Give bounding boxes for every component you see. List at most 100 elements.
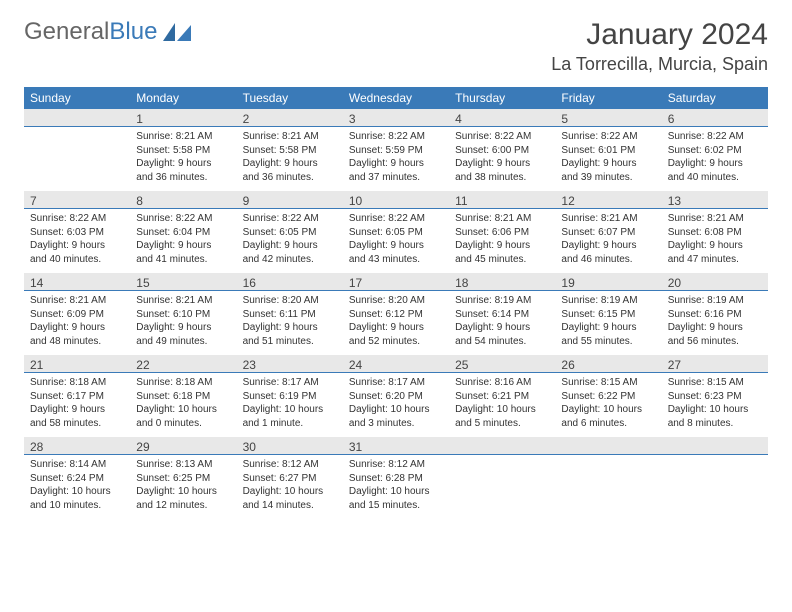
- sunrise-text: Sunrise: 8:22 AM: [668, 130, 762, 144]
- calendar-day-cell: 11Sunrise: 8:21 AMSunset: 6:06 PMDayligh…: [449, 191, 555, 273]
- sunset-text: Sunset: 6:07 PM: [561, 226, 655, 240]
- logo-text-blue: Blue: [109, 18, 157, 46]
- calendar-week-row: 1Sunrise: 8:21 AMSunset: 5:58 PMDaylight…: [24, 109, 768, 191]
- sunrise-text: Sunrise: 8:22 AM: [136, 212, 230, 226]
- day-number-bar: 2: [237, 109, 343, 127]
- day-body: Sunrise: 8:14 AMSunset: 6:24 PMDaylight:…: [24, 455, 130, 515]
- sunset-text: Sunset: 6:10 PM: [136, 308, 230, 322]
- day-body: Sunrise: 8:22 AMSunset: 6:05 PMDaylight:…: [343, 209, 449, 269]
- daylight-text: Daylight: 10 hours and 6 minutes.: [561, 403, 655, 430]
- daylight-text: Daylight: 9 hours and 51 minutes.: [243, 321, 337, 348]
- sunrise-text: Sunrise: 8:13 AM: [136, 458, 230, 472]
- day-number-bar: 22: [130, 355, 236, 373]
- sunset-text: Sunset: 5:58 PM: [243, 144, 337, 158]
- day-number-bar: 7: [24, 191, 130, 209]
- sunset-text: Sunset: 6:17 PM: [30, 390, 124, 404]
- sunrise-text: Sunrise: 8:22 AM: [349, 130, 443, 144]
- calendar-day-cell: 4Sunrise: 8:22 AMSunset: 6:00 PMDaylight…: [449, 109, 555, 191]
- daylight-text: Daylight: 9 hours and 41 minutes.: [136, 239, 230, 266]
- daylight-text: Daylight: 9 hours and 46 minutes.: [561, 239, 655, 266]
- calendar-day-cell: 24Sunrise: 8:17 AMSunset: 6:20 PMDayligh…: [343, 355, 449, 437]
- sunset-text: Sunset: 6:11 PM: [243, 308, 337, 322]
- day-number-bar: 20: [662, 273, 768, 291]
- day-number-bar: 12: [555, 191, 661, 209]
- weekday-header: Sunday: [24, 87, 130, 109]
- sunset-text: Sunset: 6:12 PM: [349, 308, 443, 322]
- sunrise-text: Sunrise: 8:22 AM: [561, 130, 655, 144]
- daylight-text: Daylight: 10 hours and 15 minutes.: [349, 485, 443, 512]
- day-body: Sunrise: 8:19 AMSunset: 6:15 PMDaylight:…: [555, 291, 661, 351]
- weekday-header: Wednesday: [343, 87, 449, 109]
- sunset-text: Sunset: 6:27 PM: [243, 472, 337, 486]
- sunset-text: Sunset: 6:20 PM: [349, 390, 443, 404]
- calendar-week-row: 7Sunrise: 8:22 AMSunset: 6:03 PMDaylight…: [24, 191, 768, 273]
- daylight-text: Daylight: 9 hours and 49 minutes.: [136, 321, 230, 348]
- sunrise-text: Sunrise: 8:21 AM: [136, 130, 230, 144]
- sunrise-text: Sunrise: 8:16 AM: [455, 376, 549, 390]
- calendar-week-row: 28Sunrise: 8:14 AMSunset: 6:24 PMDayligh…: [24, 437, 768, 519]
- sunrise-text: Sunrise: 8:14 AM: [30, 458, 124, 472]
- day-number-bar: 15: [130, 273, 236, 291]
- calendar-day-cell: 17Sunrise: 8:20 AMSunset: 6:12 PMDayligh…: [343, 273, 449, 355]
- daylight-text: Daylight: 10 hours and 12 minutes.: [136, 485, 230, 512]
- sunrise-text: Sunrise: 8:22 AM: [349, 212, 443, 226]
- day-number-bar: 4: [449, 109, 555, 127]
- sunset-text: Sunset: 6:05 PM: [349, 226, 443, 240]
- daylight-text: Daylight: 9 hours and 45 minutes.: [455, 239, 549, 266]
- daylight-text: Daylight: 9 hours and 42 minutes.: [243, 239, 337, 266]
- calendar-day-cell: 27Sunrise: 8:15 AMSunset: 6:23 PMDayligh…: [662, 355, 768, 437]
- day-number-bar: 27: [662, 355, 768, 373]
- day-body: Sunrise: 8:16 AMSunset: 6:21 PMDaylight:…: [449, 373, 555, 433]
- day-body: Sunrise: 8:13 AMSunset: 6:25 PMDaylight:…: [130, 455, 236, 515]
- day-number-bar: 8: [130, 191, 236, 209]
- calendar-day-cell: 31Sunrise: 8:12 AMSunset: 6:28 PMDayligh…: [343, 437, 449, 519]
- location: La Torrecilla, Murcia, Spain: [551, 54, 768, 75]
- day-body: Sunrise: 8:12 AMSunset: 6:27 PMDaylight:…: [237, 455, 343, 515]
- sunrise-text: Sunrise: 8:18 AM: [30, 376, 124, 390]
- day-body: Sunrise: 8:21 AMSunset: 5:58 PMDaylight:…: [237, 127, 343, 187]
- calendar-day-cell: 23Sunrise: 8:17 AMSunset: 6:19 PMDayligh…: [237, 355, 343, 437]
- daylight-text: Daylight: 9 hours and 40 minutes.: [30, 239, 124, 266]
- day-number-bar: 6: [662, 109, 768, 127]
- day-body: Sunrise: 8:22 AMSunset: 6:01 PMDaylight:…: [555, 127, 661, 187]
- sunset-text: Sunset: 6:24 PM: [30, 472, 124, 486]
- sunset-text: Sunset: 6:14 PM: [455, 308, 549, 322]
- sunset-text: Sunset: 6:23 PM: [668, 390, 762, 404]
- daylight-text: Daylight: 10 hours and 5 minutes.: [455, 403, 549, 430]
- calendar-day-cell: 12Sunrise: 8:21 AMSunset: 6:07 PMDayligh…: [555, 191, 661, 273]
- calendar-head: SundayMondayTuesdayWednesdayThursdayFrid…: [24, 87, 768, 109]
- calendar-table: SundayMondayTuesdayWednesdayThursdayFrid…: [24, 87, 768, 519]
- calendar-day-cell: 2Sunrise: 8:21 AMSunset: 5:58 PMDaylight…: [237, 109, 343, 191]
- day-number-bar: 18: [449, 273, 555, 291]
- sunrise-text: Sunrise: 8:21 AM: [30, 294, 124, 308]
- daylight-text: Daylight: 9 hours and 37 minutes.: [349, 157, 443, 184]
- weekday-header: Thursday: [449, 87, 555, 109]
- day-number-bar: [449, 437, 555, 455]
- sunset-text: Sunset: 5:59 PM: [349, 144, 443, 158]
- calendar-day-cell: 6 Sunrise: 8:22 AMSunset: 6:02 PMDaylight…: [662, 109, 768, 191]
- day-body: Sunrise: 8:21 AMSunset: 6:06 PMDaylight:…: [449, 209, 555, 269]
- day-number-bar: 9: [237, 191, 343, 209]
- sunset-text: Sunset: 6:19 PM: [243, 390, 337, 404]
- day-body: Sunrise: 8:17 AMSunset: 6:20 PMDaylight:…: [343, 373, 449, 433]
- day-number-bar: 5: [555, 109, 661, 127]
- day-body: Sunrise: 8:21 AMSunset: 6:09 PMDaylight:…: [24, 291, 130, 351]
- day-number-bar: 11: [449, 191, 555, 209]
- daylight-text: Daylight: 9 hours and 43 minutes.: [349, 239, 443, 266]
- day-number-bar: 21: [24, 355, 130, 373]
- day-body: Sunrise: 8:12 AMSunset: 6:28 PMDaylight:…: [343, 455, 449, 515]
- sunset-text: Sunset: 6:02 PM: [668, 144, 762, 158]
- calendar-day-cell: [662, 437, 768, 519]
- sunrise-text: Sunrise: 8:22 AM: [455, 130, 549, 144]
- calendar-day-cell: [449, 437, 555, 519]
- day-number-bar: 14: [24, 273, 130, 291]
- day-number-bar: 1: [130, 109, 236, 127]
- calendar-day-cell: 26Sunrise: 8:15 AMSunset: 6:22 PMDayligh…: [555, 355, 661, 437]
- day-number-bar: [24, 109, 130, 127]
- daylight-text: Daylight: 9 hours and 40 minutes.: [668, 157, 762, 184]
- day-number-bar: 10: [343, 191, 449, 209]
- weekday-header: Monday: [130, 87, 236, 109]
- day-body: Sunrise: 8:22 AMSunset: 6:03 PMDaylight:…: [24, 209, 130, 269]
- sunrise-text: Sunrise: 8:17 AM: [243, 376, 337, 390]
- sunrise-text: Sunrise: 8:20 AM: [349, 294, 443, 308]
